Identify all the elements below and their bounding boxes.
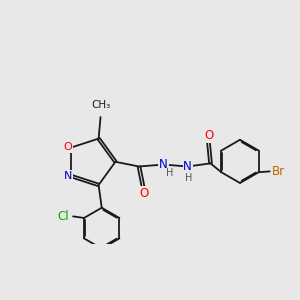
Text: H: H — [166, 168, 173, 178]
Text: N: N — [64, 171, 72, 181]
Text: N: N — [183, 160, 192, 173]
Text: CH₃: CH₃ — [91, 100, 110, 110]
Text: Br: Br — [272, 165, 285, 178]
Text: H: H — [185, 172, 193, 182]
Text: Cl: Cl — [58, 210, 69, 223]
Text: N: N — [159, 158, 168, 171]
Text: O: O — [64, 142, 73, 152]
Text: O: O — [205, 129, 214, 142]
Text: O: O — [140, 187, 149, 200]
